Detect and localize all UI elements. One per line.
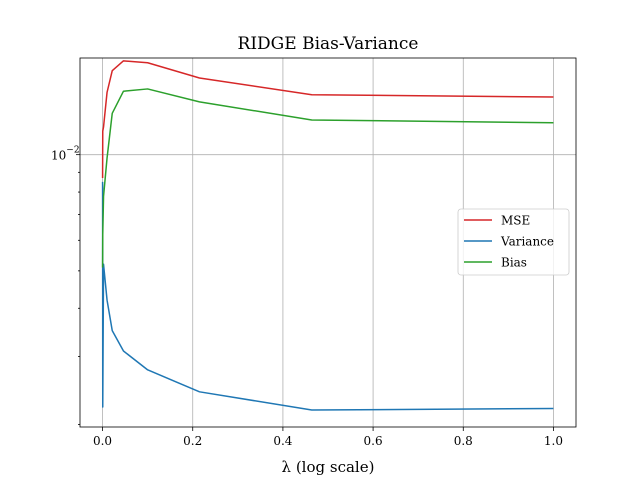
x-tick-label: 0.4: [273, 434, 292, 448]
chart-title: RIDGE Bias-Variance: [238, 34, 419, 54]
x-tick-label: 1.0: [544, 434, 563, 448]
plot-area-frame: [79, 57, 577, 428]
x-tick-label: 0.8: [454, 434, 473, 448]
legend-label-variance: Variance: [500, 235, 554, 249]
y-tick-label: 10−2: [51, 146, 80, 163]
x-axis-label: λ (log scale): [282, 458, 375, 476]
x-tick-label: 0.2: [183, 434, 202, 448]
legend-frame: [457, 208, 570, 276]
series-lines: [101, 60, 554, 411]
legend: MSE Variance Bias: [457, 208, 570, 276]
series-line-variance: [101, 181, 554, 411]
x-tick-label: 0.0: [93, 434, 112, 448]
axis-ticks: 0.0 0.2 0.4 0.6 0.8 1.0 10−2: [51, 146, 563, 448]
legend-label-mse: MSE: [501, 214, 530, 228]
x-tick-label: 0.6: [364, 434, 383, 448]
series-line-mse: [101, 60, 554, 179]
series-line-bias: [101, 88, 554, 268]
legend-label-bias: Bias: [501, 256, 527, 270]
